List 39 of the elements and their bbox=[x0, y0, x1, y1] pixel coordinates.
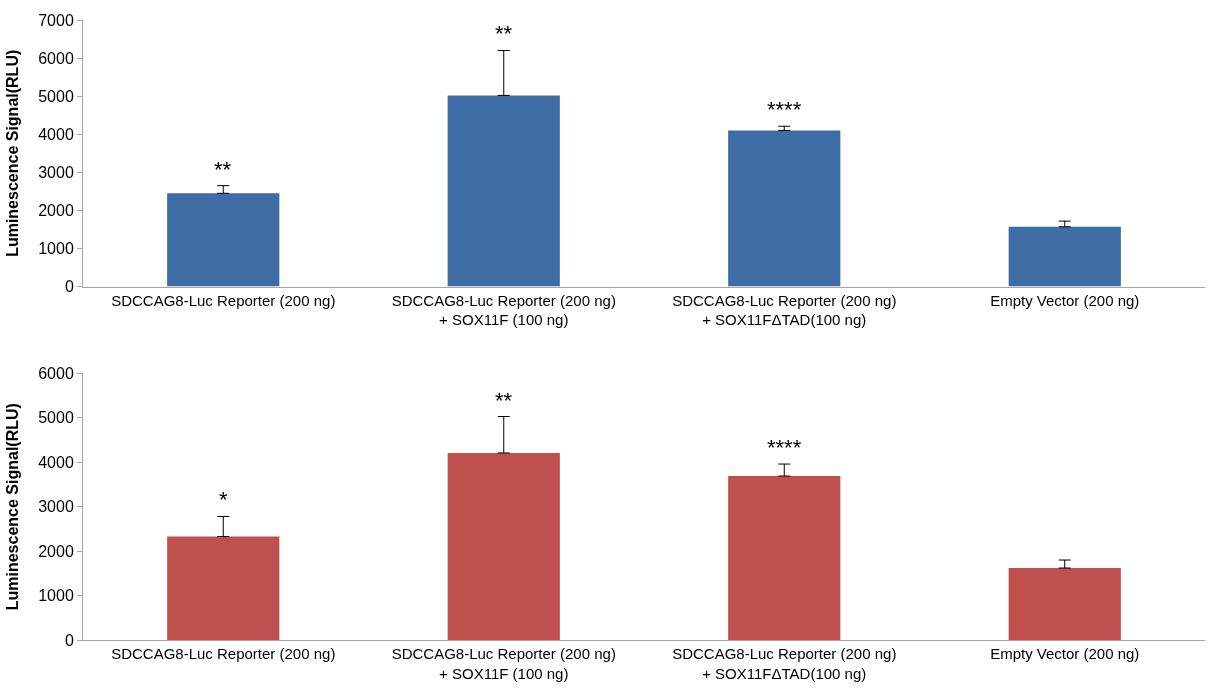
annotation: * bbox=[219, 487, 228, 512]
bar bbox=[447, 452, 560, 640]
x-tick-label: SDCCAG8-Luc Reporter (200 ng) + SOX11FΔTAD(100 ng) bbox=[672, 645, 897, 682]
y-tick-label: 6000 bbox=[38, 49, 74, 67]
bar bbox=[1008, 568, 1121, 640]
y-tick-label: 3000 bbox=[38, 163, 74, 181]
annotation: ** bbox=[495, 388, 513, 413]
y-tick-label: 6000 bbox=[38, 365, 74, 382]
y-tick-label: 3000 bbox=[38, 498, 74, 516]
y-tick-label: 0 bbox=[64, 278, 74, 296]
bar bbox=[167, 193, 280, 287]
x-tick-label: Empty Vector (200 ng) bbox=[990, 291, 1140, 309]
y-tick-label: 1000 bbox=[38, 587, 74, 605]
annotation: **** bbox=[767, 97, 802, 122]
y-tick-label: 7000 bbox=[38, 11, 74, 29]
x-tick-label: SDCCAG8-Luc Reporter (200 ng) + SOX11FΔTAD(100 ng) bbox=[672, 291, 897, 329]
x-tick-label: SDCCAG8-Luc Reporter (200 ng) bbox=[111, 645, 336, 662]
bar bbox=[167, 536, 280, 640]
bar bbox=[1008, 226, 1121, 287]
bar bbox=[728, 130, 841, 287]
y-tick-label: 2000 bbox=[38, 542, 74, 560]
annotation: ** bbox=[214, 157, 232, 182]
y-tick-label: 4000 bbox=[38, 453, 74, 471]
x-tick-label: SDCCAG8-Luc Reporter (200 ng) bbox=[111, 291, 336, 309]
annotation: **** bbox=[767, 435, 802, 460]
y-tick-label: 5000 bbox=[38, 409, 74, 427]
x-tick-label: SDCCAG8-Luc Reporter (200 ng) + SOX11F (100 ng) bbox=[391, 291, 616, 329]
y-axis-title: Luminescence Signal(RLU) bbox=[4, 49, 22, 257]
y-tick-label: 1000 bbox=[38, 240, 74, 258]
y-tick-label: 4000 bbox=[38, 125, 74, 143]
y-tick-label: 0 bbox=[64, 631, 74, 649]
y-tick-label: 5000 bbox=[38, 87, 74, 105]
bar bbox=[728, 476, 841, 640]
annotation: ** bbox=[495, 21, 513, 46]
y-axis-title: Luminescence Signal(RLU) bbox=[4, 403, 22, 611]
x-tick-label: SDCCAG8-Luc Reporter (200 ng) + SOX11F (100 ng) bbox=[391, 645, 616, 682]
bar bbox=[447, 95, 560, 287]
y-tick-label: 2000 bbox=[38, 202, 74, 220]
x-tick-label: Empty Vector (200 ng) bbox=[990, 645, 1140, 662]
